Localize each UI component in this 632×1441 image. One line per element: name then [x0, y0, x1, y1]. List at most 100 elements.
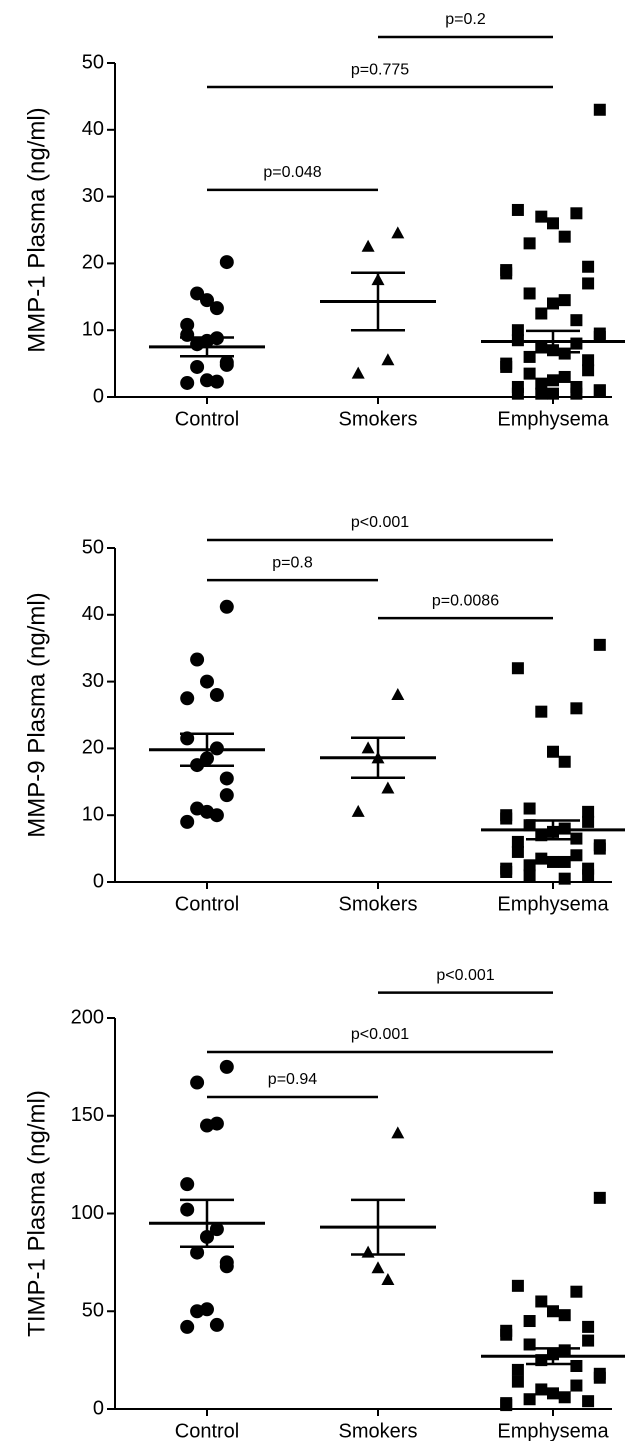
data-point	[547, 297, 559, 310]
data-point	[209, 687, 224, 702]
y-tick-label: 20	[82, 737, 104, 759]
data-point	[190, 359, 205, 374]
data-point	[570, 207, 583, 220]
y-tick-label: 30	[82, 670, 104, 692]
p-value-label: p=0.8	[272, 554, 313, 571]
p-value-label: p=0.775	[351, 61, 409, 78]
data-point	[371, 1261, 385, 1274]
data-point	[558, 855, 571, 868]
data-point	[200, 674, 214, 689]
p-value-label: p<0.001	[351, 514, 409, 531]
sem-bar	[180, 732, 234, 768]
data-point	[180, 317, 195, 332]
data-point	[593, 330, 606, 343]
p-value-label: p<0.001	[436, 967, 494, 984]
data-point	[558, 1344, 571, 1357]
data-point	[200, 1302, 214, 1317]
data-point	[209, 1222, 224, 1237]
data-point	[190, 286, 205, 301]
data-point	[209, 1116, 224, 1131]
data-point	[500, 360, 513, 373]
x-tick-label: Emphysema	[497, 1420, 609, 1441]
data-point	[523, 819, 536, 832]
data-point	[593, 1191, 606, 1204]
data-point	[582, 1395, 595, 1408]
y-tick-label: 50	[82, 51, 104, 73]
data-point	[582, 260, 595, 273]
data-point	[570, 849, 583, 862]
data-point	[381, 781, 395, 794]
data-point	[219, 788, 234, 803]
data-point	[593, 384, 606, 397]
data-point	[209, 808, 224, 823]
data-point	[535, 307, 548, 320]
p-value-label: p=0.0086	[432, 592, 499, 609]
data-point	[523, 350, 536, 363]
data-point	[511, 203, 524, 216]
data-point	[219, 771, 234, 786]
x-tick-label: Control	[175, 893, 239, 915]
data-point	[582, 815, 595, 828]
sem-bar	[526, 329, 580, 354]
y-axis-label: TIMP-1 Plasma (ng/ml)	[23, 1090, 50, 1337]
data-point	[511, 324, 524, 337]
data-point	[511, 1375, 524, 1388]
data-point	[547, 745, 559, 758]
x-tick-label: Control	[175, 408, 239, 430]
data-point	[535, 1383, 548, 1396]
data-point	[180, 1202, 195, 1217]
data-point	[558, 230, 571, 243]
p-value-label: p=0.2	[445, 11, 486, 28]
data-point	[361, 741, 375, 754]
data-point	[523, 367, 536, 380]
data-point	[535, 340, 548, 353]
y-tick-label: 0	[93, 385, 104, 407]
y-tick-label: 20	[82, 252, 104, 274]
data-point	[500, 812, 513, 825]
data-point	[570, 314, 583, 327]
data-point	[535, 1295, 548, 1308]
sem-bar	[351, 1198, 405, 1256]
data-point	[582, 805, 595, 818]
y-tick-label: 150	[71, 1104, 104, 1126]
data-point	[570, 1359, 583, 1372]
data-point	[500, 865, 513, 878]
data-point	[381, 1272, 395, 1285]
data-point	[511, 1363, 524, 1376]
y-tick-label: 10	[82, 803, 104, 825]
p-value-label: p=0.048	[263, 164, 321, 181]
y-tick-label: 40	[82, 603, 104, 625]
data-point	[351, 366, 365, 379]
data-point	[582, 1320, 595, 1333]
data-point	[381, 353, 395, 366]
y-tick-label: 0	[93, 870, 104, 892]
data-point	[535, 387, 548, 400]
data-point	[535, 705, 548, 718]
data-point	[190, 1245, 205, 1260]
y-tick-label: 100	[71, 1202, 104, 1224]
data-point	[535, 852, 548, 865]
data-point	[558, 1391, 571, 1404]
data-point	[523, 287, 536, 300]
sem-bar	[351, 736, 405, 780]
data-point	[547, 374, 559, 387]
y-tick-label: 50	[82, 536, 104, 558]
data-point	[351, 804, 365, 817]
data-point	[593, 103, 606, 116]
data-point	[558, 294, 571, 307]
sem-bar	[351, 271, 405, 332]
data-point	[582, 364, 595, 377]
y-tick-label: 10	[82, 318, 104, 340]
x-tick-label: Emphysema	[497, 893, 609, 915]
data-point	[558, 370, 571, 383]
data-point	[361, 239, 375, 252]
p-value-label: p<0.001	[351, 1026, 409, 1043]
data-point	[180, 375, 195, 390]
data-point	[219, 1059, 234, 1074]
data-point	[219, 357, 234, 372]
data-point	[593, 638, 606, 651]
data-point	[523, 802, 536, 815]
sem-bar	[180, 1198, 234, 1248]
data-point	[547, 217, 559, 230]
y-tick-label: 30	[82, 185, 104, 207]
